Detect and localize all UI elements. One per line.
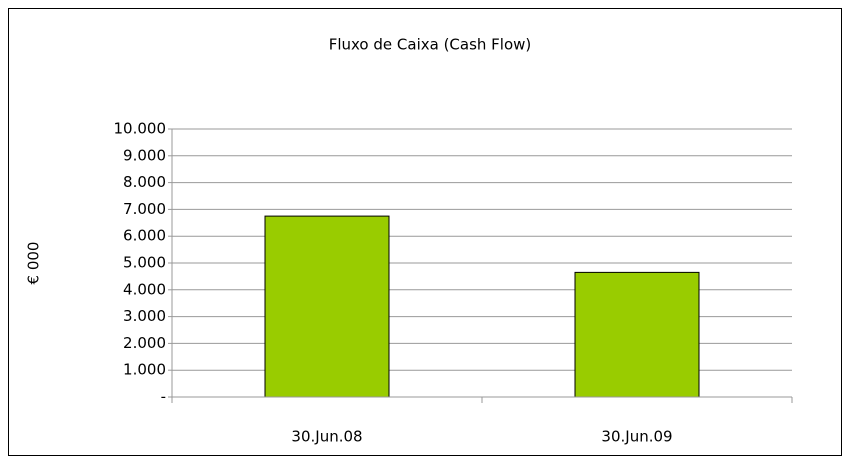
y-tick-label: 9.000	[123, 146, 166, 164]
chart-border	[8, 8, 842, 456]
y-tick-label: 3.000	[123, 307, 166, 325]
y-tick-label: 1.000	[123, 361, 166, 379]
y-tick-label: 8.000	[123, 173, 166, 191]
y-tick-label: 4.000	[123, 280, 166, 298]
y-tick-label: 7.000	[123, 200, 166, 218]
y-axis-label: € 000	[25, 242, 43, 285]
x-tick-label: 30.Jun.09	[601, 428, 672, 446]
y-tick-label: 10.000	[114, 120, 167, 138]
chart-title: Fluxo de Caixa (Cash Flow)	[329, 36, 532, 54]
y-tick-label: 6.000	[123, 227, 166, 245]
bar	[264, 215, 390, 398]
y-tick-label: 5.000	[123, 254, 166, 272]
x-tick-label: 30.Jun.08	[291, 428, 362, 446]
bar	[574, 271, 700, 398]
y-tick-label: 2.000	[123, 334, 166, 352]
y-tick-label: -	[161, 388, 166, 406]
